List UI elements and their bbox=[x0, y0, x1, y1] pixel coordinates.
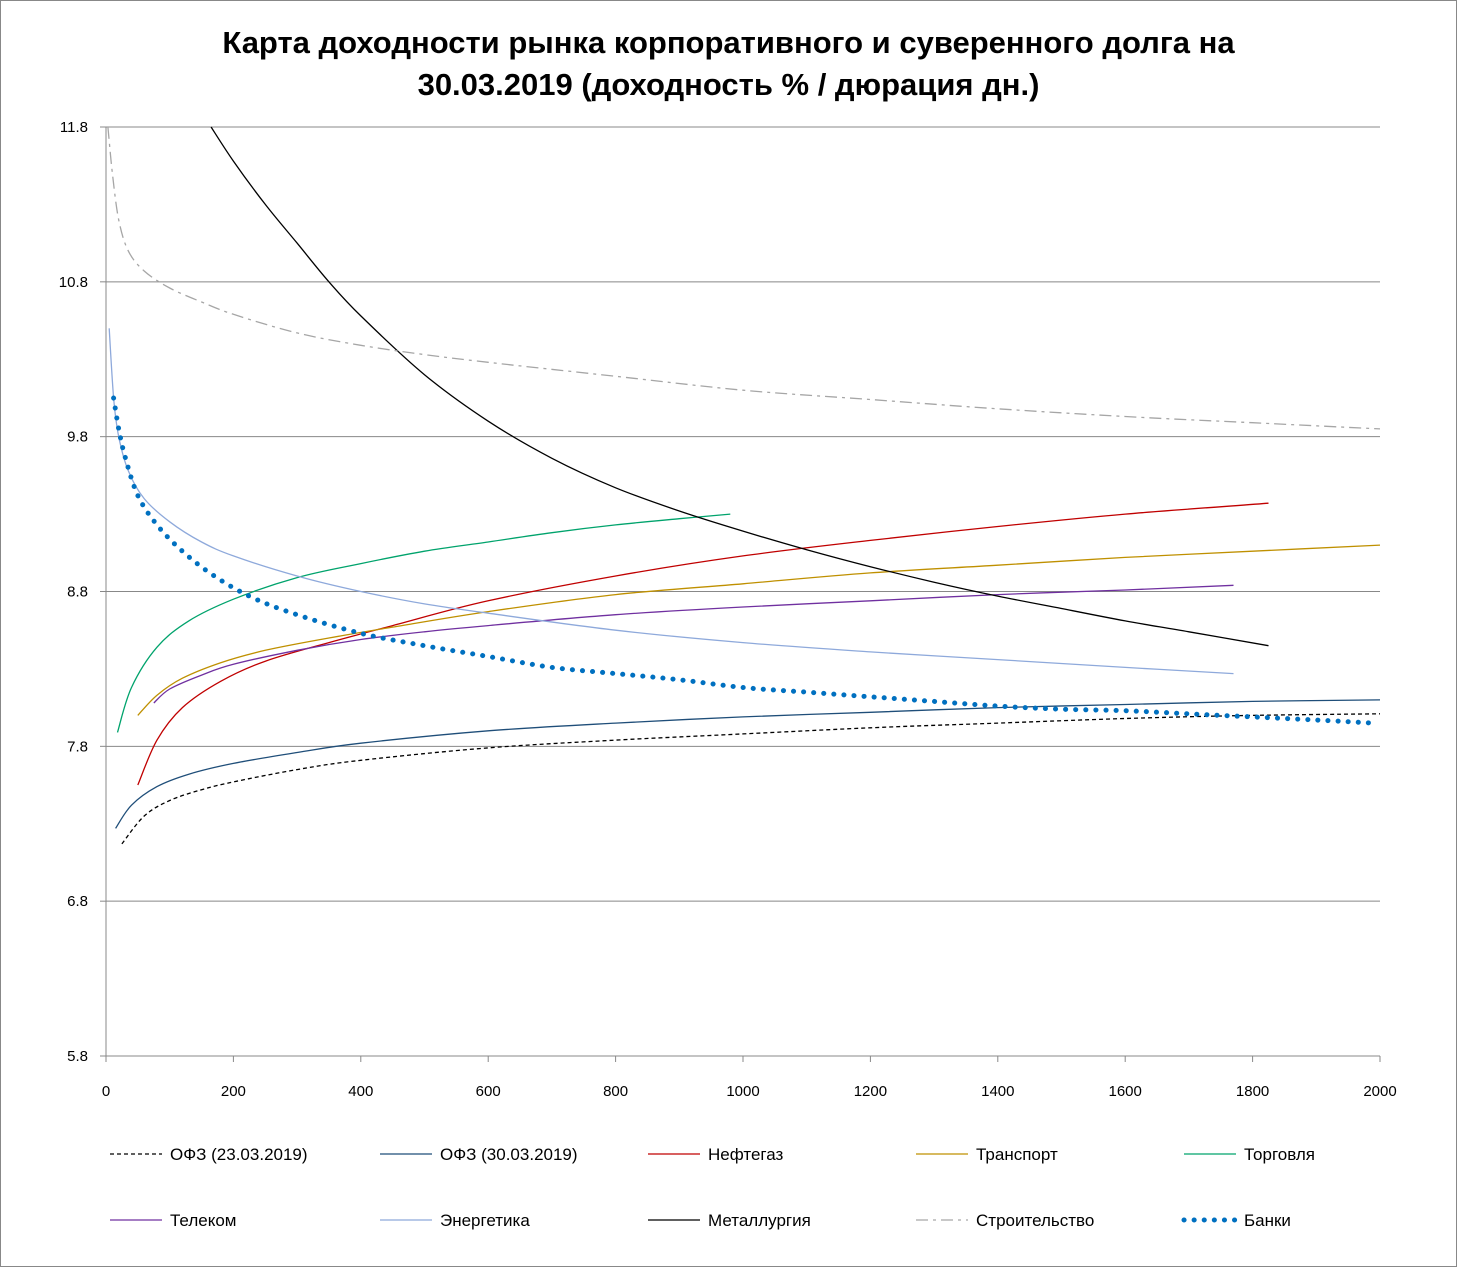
y-tick-label: 5.8 bbox=[67, 1048, 88, 1065]
legend-label-5: Торговля bbox=[1244, 1145, 1315, 1164]
series-lines bbox=[107, 126, 1381, 845]
x-axis-ticks: 0 200 400 600 800 1000 1200 1400 1600 1800 2000 bbox=[102, 1056, 1397, 1100]
legend-label-6: Телеком bbox=[170, 1211, 236, 1230]
series-line-10 bbox=[111, 395, 1377, 726]
legend-label-10: Банки bbox=[1244, 1211, 1291, 1230]
series-line-2 bbox=[115, 699, 1381, 829]
x-tick-label: 0 bbox=[102, 1083, 110, 1100]
series-line-3 bbox=[137, 502, 1269, 786]
x-tick-label: 1600 bbox=[1109, 1083, 1142, 1100]
y-tick-label: 10.8 bbox=[59, 274, 88, 291]
legend-label-8: Металлургия bbox=[708, 1211, 811, 1230]
chart-title: Карта доходности рынка корпоративного и … bbox=[222, 25, 1235, 102]
series-line-4 bbox=[137, 544, 1381, 716]
legend-label-9: Строительство bbox=[976, 1211, 1094, 1230]
y-axis-ticks: 5.8 6.8 7.8 8.8 9.8 10.8 11.8 bbox=[59, 119, 106, 1065]
x-tick-label: 2000 bbox=[1363, 1083, 1396, 1100]
y-tick-label: 11.8 bbox=[60, 119, 88, 136]
series-line-1 bbox=[121, 713, 1381, 845]
x-tick-label: 200 bbox=[221, 1083, 246, 1100]
x-tick-label: 400 bbox=[348, 1083, 373, 1100]
y-tick-label: 8.8 bbox=[67, 584, 88, 601]
x-tick-label: 1400 bbox=[981, 1083, 1014, 1100]
legend-label-2: ОФЗ (30.03.2019) bbox=[440, 1145, 578, 1164]
x-tick-label: 1200 bbox=[854, 1083, 887, 1100]
x-tick-label: 600 bbox=[476, 1083, 501, 1100]
legend-label-7: Энергетика bbox=[440, 1211, 530, 1230]
y-tick-label: 6.8 bbox=[67, 893, 88, 910]
series-line-5 bbox=[116, 513, 731, 733]
series-line-8 bbox=[210, 126, 1269, 647]
legend-label-4: Транспорт bbox=[976, 1145, 1058, 1164]
y-tick-label: 9.8 bbox=[67, 429, 88, 446]
series-line-7 bbox=[108, 328, 1234, 675]
legend-label-3: Нефтегаз bbox=[708, 1145, 783, 1164]
legend-label-1: ОФЗ (23.03.2019) bbox=[170, 1145, 308, 1164]
series-line-6 bbox=[153, 584, 1234, 704]
x-tick-label: 1800 bbox=[1236, 1083, 1269, 1100]
legend: ОФЗ (23.03.2019) ОФЗ (30.03.2019) Нефтегаз… bbox=[110, 1145, 1315, 1230]
series-line-9 bbox=[107, 126, 1381, 430]
y-tick-label: 7.8 bbox=[67, 738, 88, 755]
grid-lines bbox=[106, 126, 1380, 1057]
x-tick-label: 800 bbox=[603, 1083, 628, 1100]
x-tick-label: 1000 bbox=[726, 1083, 759, 1100]
